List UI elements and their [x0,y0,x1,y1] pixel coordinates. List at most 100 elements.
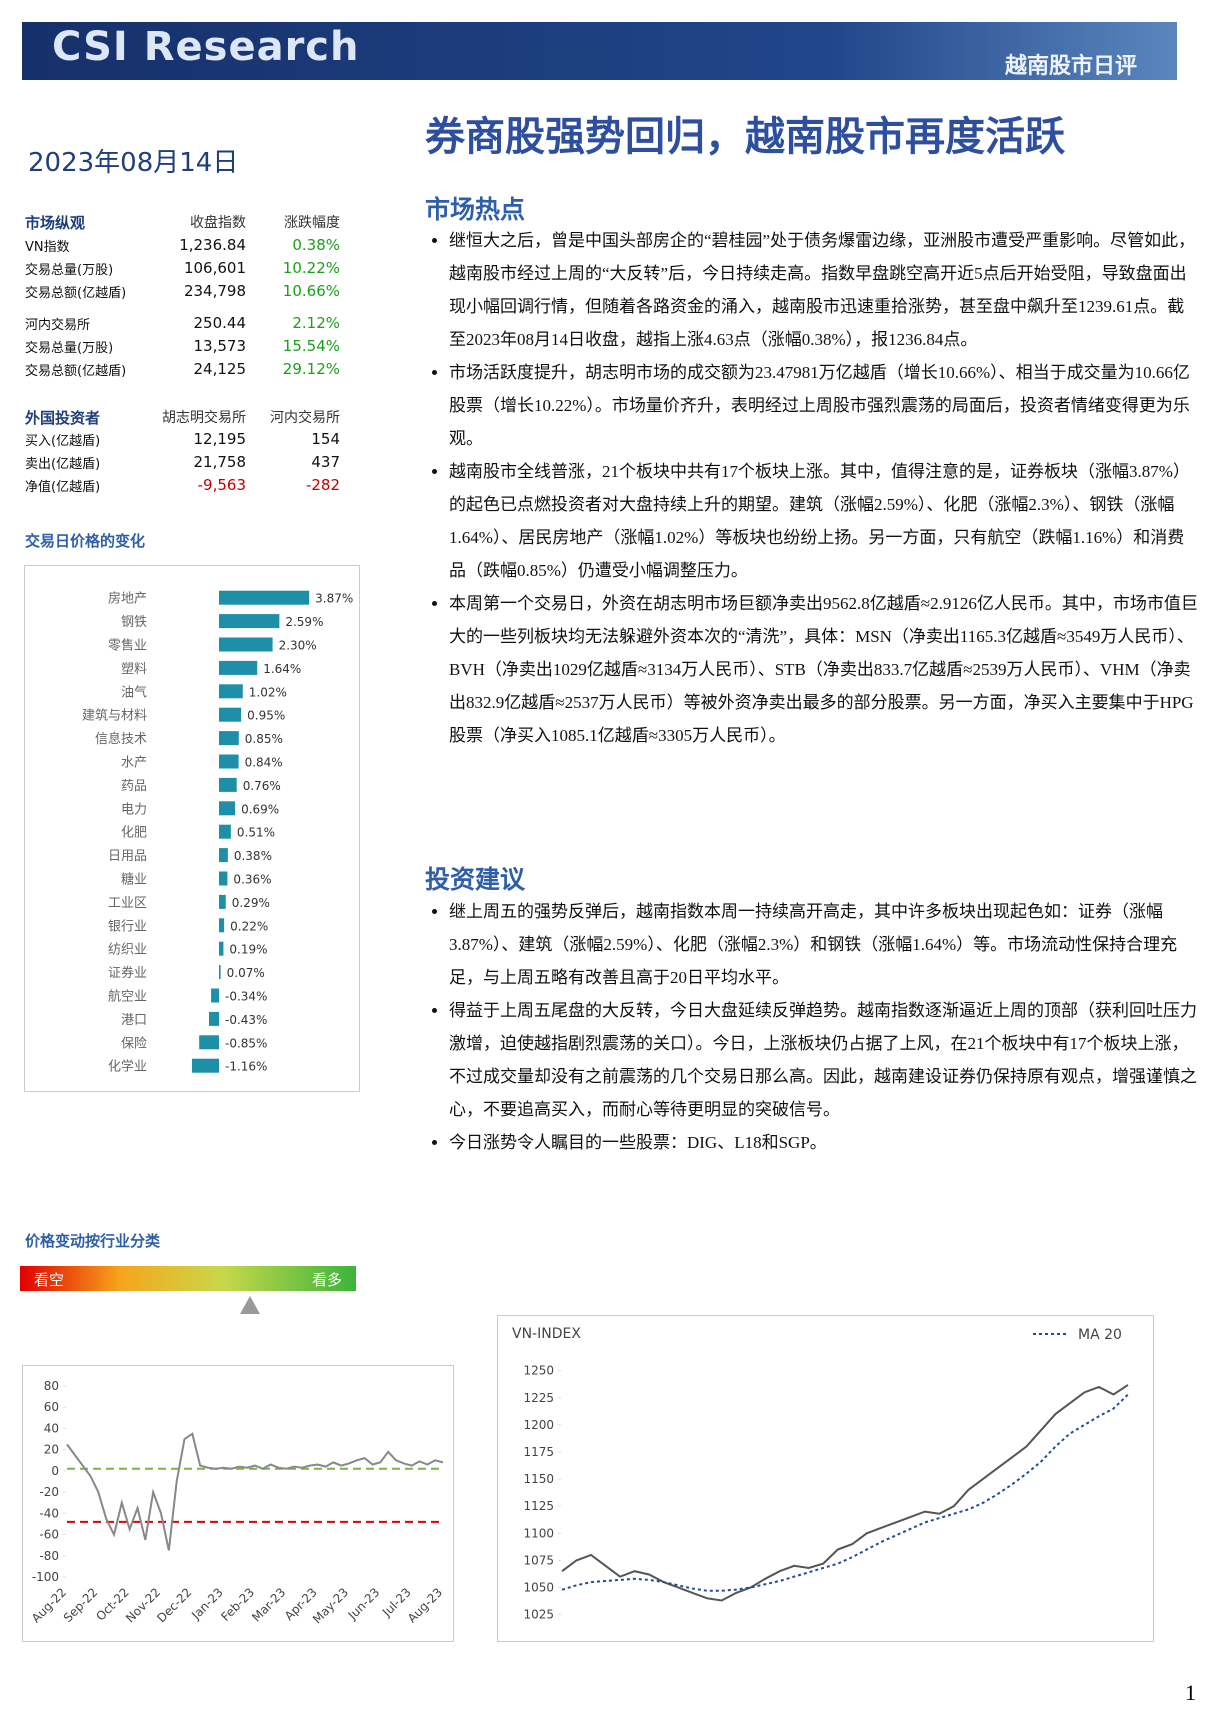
series-line [561,1393,1129,1592]
table-header: 河内交易所 [270,410,340,426]
bar [219,660,258,675]
category-label: 化肥 [121,826,147,841]
x-tick-label: Jun-23 [345,1585,383,1623]
chart-title: 交易日价格的变化 [25,532,146,550]
table-header: 收盘指数 [190,215,246,231]
bar [191,1058,219,1073]
sector-chart: 房地产 3.87% 钢铁 2.59% 零售业 2.30% 塑料 1.64% 油气 1.02% 建筑与… [24,565,360,1092]
table-header: 市场纵观 [25,214,86,232]
bar [219,684,243,699]
value-label: 0.38% [234,849,272,863]
value-label: 1.64% [263,662,301,676]
gauge-low: 看空 [34,1271,65,1289]
value-label: 0.19% [229,943,267,957]
y-tick-label: -80 [39,1549,59,1563]
value-label: 2.59% [285,615,323,629]
category-label: 糖业 [121,872,147,888]
sentiment-chart: 806040200-20-40-60-80-100Aug-22Sep-22Oct… [22,1365,454,1642]
bar [219,590,310,605]
header-banner: CSI Research 越南股市日评 [22,22,1177,80]
value-label: 0.07% [227,966,265,980]
bullet-list: 继恒大之后，曾是中国头部房企的“碧桂园”处于债务爆雷边缘，亚洲股市遭受严重影响。… [425,224,1201,752]
bar [219,894,226,909]
bar [219,801,236,816]
table-cell: 21,758 [193,453,247,471]
bar [219,941,224,956]
y-tick-label: 80 [44,1379,59,1393]
y-tick-label: 1250 [523,1364,554,1378]
value-label: 0.69% [241,802,279,816]
value-label: 0.76% [243,779,281,793]
table-cell: 24,125 [193,360,247,378]
report-title: 券商股强势回归，越南股市再度活跃 [425,114,1065,160]
value-label: 0.22% [230,919,268,933]
bar [219,918,225,933]
table-cell: 234,798 [183,282,246,300]
bar [199,1035,219,1050]
bar [219,871,228,886]
category-label: 信息技术 [95,731,147,747]
bullet-list: 继上周五的强势反弹后，越南指数本周一持续高开高走，其中许多板块出现起色如：证券（… [425,895,1201,1159]
table-cell: 10.66% [282,282,340,300]
table-cell: 10.22% [282,259,340,277]
bullet: 越南股市全线普涨，21个板块中共有17个板块上涨。其中，值得注意的是，证券板块（… [449,455,1201,587]
category-label: 保险 [121,1036,147,1051]
table-cell: 15.54% [282,337,340,355]
value-label: -0.34% [225,990,267,1004]
value-label: 0.36% [233,873,271,887]
category-label: 证券业 [108,965,147,981]
x-tick-label: May-23 [310,1585,351,1626]
table-cell: 29.12% [282,360,340,378]
y-tick-label: -20 [39,1485,59,1499]
category-label: 航空业 [108,989,147,1005]
category-label: 化学业 [108,1059,147,1075]
value-label: 3.87% [315,592,353,606]
value-label: 2.30% [279,639,317,653]
section-heading: 市场热点 [425,195,526,224]
table-cell: -282 [305,476,340,494]
bar [219,731,239,746]
bar [219,707,242,722]
table-cell: 交易总额(亿越盾) [25,286,127,301]
category-label: 钢铁 [121,615,147,630]
table-cell: 河内交易所 [25,318,91,333]
gauge-title: 价格变动按行业分类 [25,1232,161,1250]
bar [219,614,280,629]
category-label: 房地产 [108,591,147,607]
table-cell: VN指数 [25,240,70,255]
category-label: 药品 [121,779,147,794]
bullet: 今日涨势令人瞩目的一些股票：DIG、L18和SGP。 [449,1126,1201,1159]
x-tick-label: Sep-22 [61,1585,101,1625]
bar [219,777,237,792]
report-name: 越南股市日评 [1004,54,1137,79]
table-header: 外国投资者 [25,409,101,427]
legend-label: MA 20 [1078,1327,1122,1343]
gauge-pointer [240,1296,260,1314]
category-label: 建筑与材料 [82,708,147,724]
value-label: 1.02% [249,685,287,699]
table-cell: 1,236.84 [179,236,246,254]
bar [219,824,231,839]
category-label: 油气 [121,684,147,700]
series-line [561,1384,1129,1602]
y-tick-label: 1200 [523,1418,554,1432]
table-header: 涨跌幅度 [284,215,340,231]
table-cell: 交易总量(万股) [25,341,114,356]
brand: CSI Research [52,24,360,70]
y-tick-label: -100 [32,1570,59,1584]
y-tick-label: 1175 [523,1445,554,1459]
y-tick-label: -60 [39,1528,59,1542]
y-tick-label: 1050 [523,1580,554,1594]
bar [208,1011,219,1026]
y-tick-label: 60 [44,1400,59,1414]
category-label: 塑料 [121,662,147,677]
table-cell: 0.38% [292,236,340,254]
chart-title: VN-INDEX [512,1326,581,1342]
category-label: 零售业 [108,638,147,654]
category-label: 纺织业 [108,943,147,958]
category-label: 工业区 [108,896,147,911]
y-tick-label: 0 [51,1464,59,1478]
table-cell: -9,563 [197,476,246,494]
table-header: 胡志明交易所 [162,410,246,426]
